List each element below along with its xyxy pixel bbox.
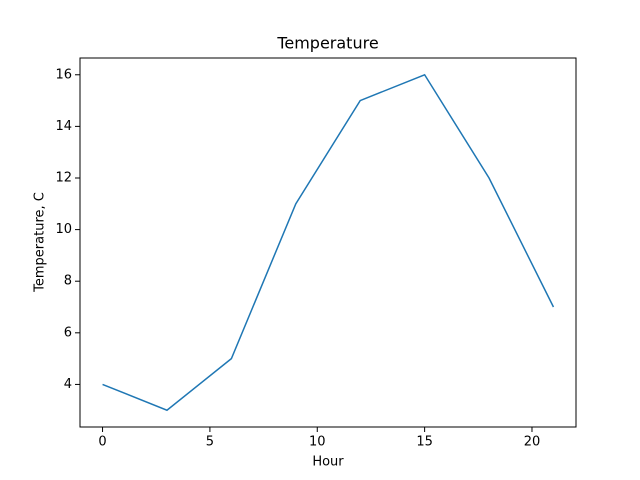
y-tick-label: 8 bbox=[64, 274, 72, 289]
plot-area bbox=[102, 73, 555, 412]
y-tick-label: 6 bbox=[64, 325, 72, 340]
y-tick-label: 14 bbox=[55, 119, 72, 134]
y-tick-label: 10 bbox=[55, 222, 72, 237]
y-tick-label: 16 bbox=[55, 67, 72, 82]
data-line bbox=[102, 73, 555, 412]
x-tick-label: 20 bbox=[524, 435, 541, 450]
x-axis-label: Hour bbox=[312, 455, 344, 470]
x-tick-label: 5 bbox=[206, 435, 214, 450]
x-tick-label: 0 bbox=[98, 435, 106, 450]
y-tick-label: 12 bbox=[55, 170, 72, 185]
x-tick-label: 15 bbox=[416, 435, 433, 450]
chart-title: Temperature bbox=[276, 34, 378, 53]
x-tick-label: 10 bbox=[309, 435, 326, 450]
axes-frame bbox=[79, 57, 577, 428]
y-axis-label: Temperature, C bbox=[33, 192, 48, 293]
y-tick-label: 4 bbox=[64, 377, 72, 392]
